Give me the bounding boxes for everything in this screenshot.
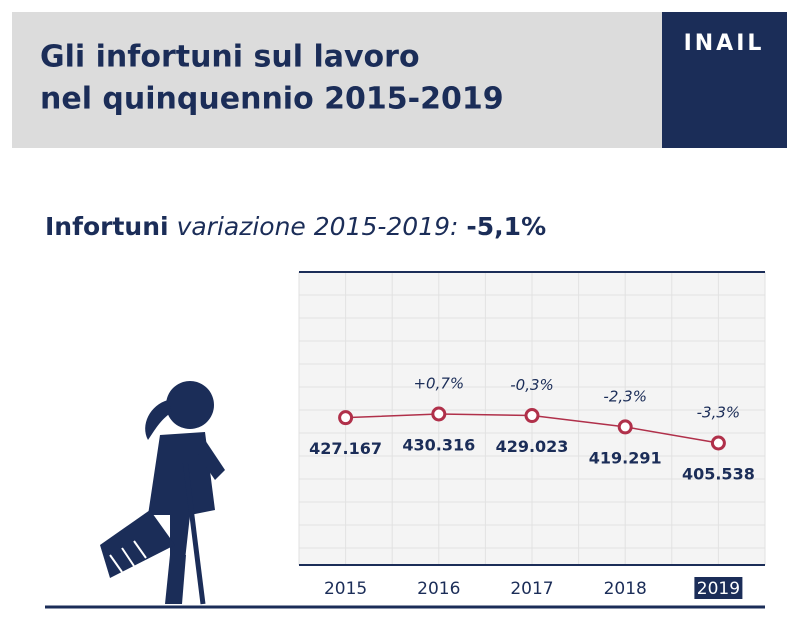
logo: INAIL	[684, 31, 765, 56]
headline-subtitle: variazione 2015-2019:	[177, 212, 459, 241]
headline: Infortuni variazione 2015-2019: -5,1%	[45, 212, 546, 241]
change-annotation: -3,3%	[697, 404, 741, 422]
point	[619, 421, 631, 433]
point	[340, 412, 352, 424]
infographic: INAIL Gli infortuni sul lavoro nel quinq…	[0, 0, 787, 617]
injured-figure	[100, 381, 225, 604]
change-annotation: -2,3%	[603, 387, 647, 405]
headline-label: Infortuni	[45, 212, 169, 241]
title-line: nel quinquennio 2015-2019	[40, 82, 504, 117]
value-label: 427.167	[309, 439, 382, 458]
x-tick-label: 2016	[417, 579, 460, 599]
x-tick-label: 2019	[697, 579, 740, 599]
point	[712, 437, 724, 449]
x-tick-label: 2018	[604, 579, 647, 599]
point	[526, 410, 538, 422]
value-label: 429.023	[496, 437, 569, 456]
value-label: 405.538	[682, 465, 755, 484]
x-tick-label: 2017	[510, 579, 553, 599]
headline-change: -5,1%	[466, 212, 546, 241]
title-line: Gli infortuni sul lavoro	[40, 40, 420, 75]
x-tick-label: 2015	[324, 579, 367, 599]
value-label: 419.291	[589, 448, 662, 467]
change-annotation: +0,7%	[413, 375, 464, 393]
header-band	[12, 12, 662, 148]
value-label: 430.316	[402, 436, 475, 455]
point	[433, 408, 445, 420]
change-annotation: -0,3%	[510, 376, 554, 394]
